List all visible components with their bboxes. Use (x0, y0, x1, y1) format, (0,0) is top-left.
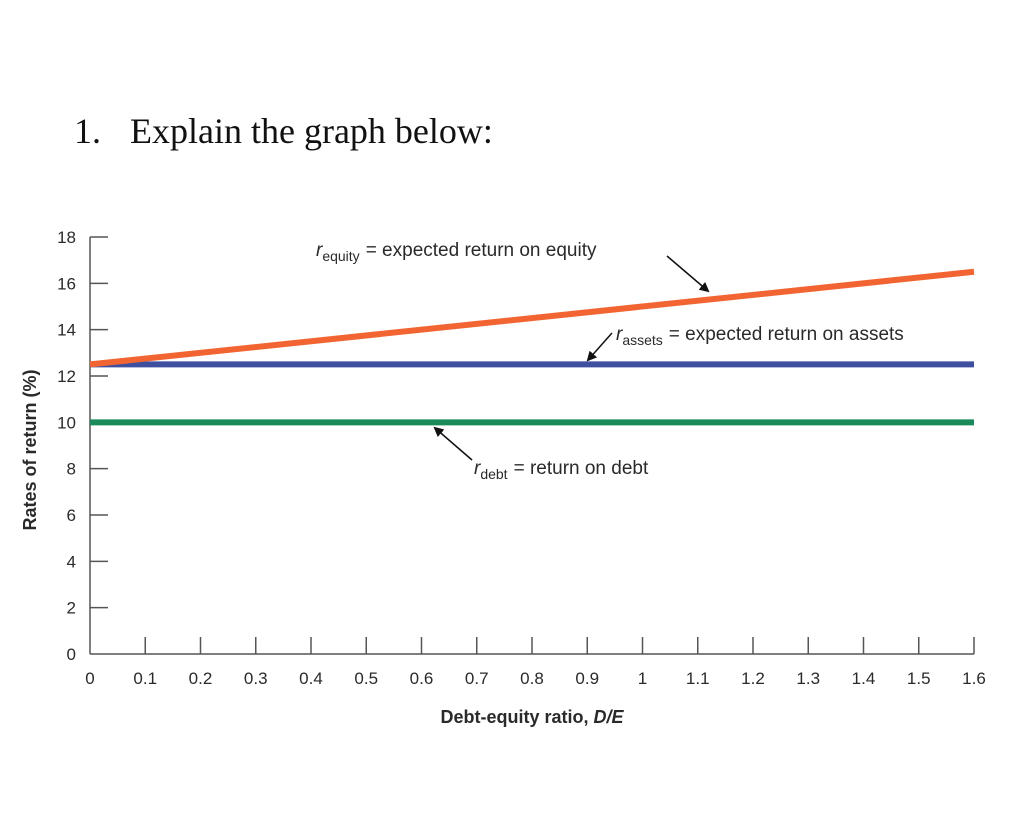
x-tick-label: 0.6 (410, 669, 434, 688)
x-axis: 0 0.1 0.2 0.3 0.4 0.5 0.6 0.7 0.8 0.9 1 1.1 1.2 1.3 1.… (85, 637, 986, 688)
question-heading: 1. Explain the graph below: (74, 110, 493, 152)
series-line-r-equity (89, 268, 975, 368)
x-tick-label: 0.5 (354, 669, 378, 688)
y-tick-label: 18 (57, 228, 76, 247)
question-number: 1. (74, 111, 101, 151)
y-tick-label: 0 (67, 645, 76, 664)
x-tick-label: 1.3 (796, 669, 820, 688)
y-tick-label: 4 (67, 552, 76, 571)
y-tick-label: 2 (67, 599, 76, 618)
arrow-icon (666, 255, 710, 293)
y-tick-label: 10 (57, 413, 76, 432)
series-lines (89, 268, 975, 426)
y-tick-label: 6 (67, 506, 76, 525)
annotations: requity = expected return on equity rasset… (316, 240, 904, 482)
x-tick-label: 0.4 (299, 669, 323, 688)
y-axis-title: Rates of return (%) (20, 369, 40, 530)
x-tick-label: 0.3 (244, 669, 268, 688)
x-tick-label: 0.7 (465, 669, 489, 688)
x-tick-label: 1 (638, 669, 647, 688)
x-tick-label: 0 (85, 669, 94, 688)
annotation-r-debt: rdebt = return on debt (474, 458, 649, 482)
arrow-icon (433, 426, 473, 461)
y-tick-label: 14 (57, 321, 76, 340)
x-tick-label: 1.4 (852, 669, 876, 688)
annotation-r-equity: requity = expected return on equity (316, 240, 597, 264)
y-tick-label: 12 (57, 367, 76, 386)
x-axis-title: Debt-equity ratio, D/E (440, 707, 624, 727)
x-tick-label: 0.2 (189, 669, 213, 688)
x-tick-label: 1.2 (741, 669, 765, 688)
x-tick-label: 0.9 (575, 669, 599, 688)
y-tick-label: 16 (57, 274, 76, 293)
x-tick-label: 1.1 (686, 669, 710, 688)
x-tick-label: 0.1 (133, 669, 157, 688)
x-tick-label: 1.5 (907, 669, 931, 688)
y-tick-label: 8 (67, 460, 76, 479)
arrow-icon (586, 332, 613, 362)
x-tick-label: 0.8 (520, 669, 544, 688)
y-axis: 0 2 4 6 8 10 12 14 16 18 (57, 228, 108, 664)
x-tick-label: 1.6 (962, 669, 986, 688)
question-text: Explain the graph below: (130, 111, 493, 151)
annotation-r-assets: rassets = expected return on assets (616, 324, 904, 348)
